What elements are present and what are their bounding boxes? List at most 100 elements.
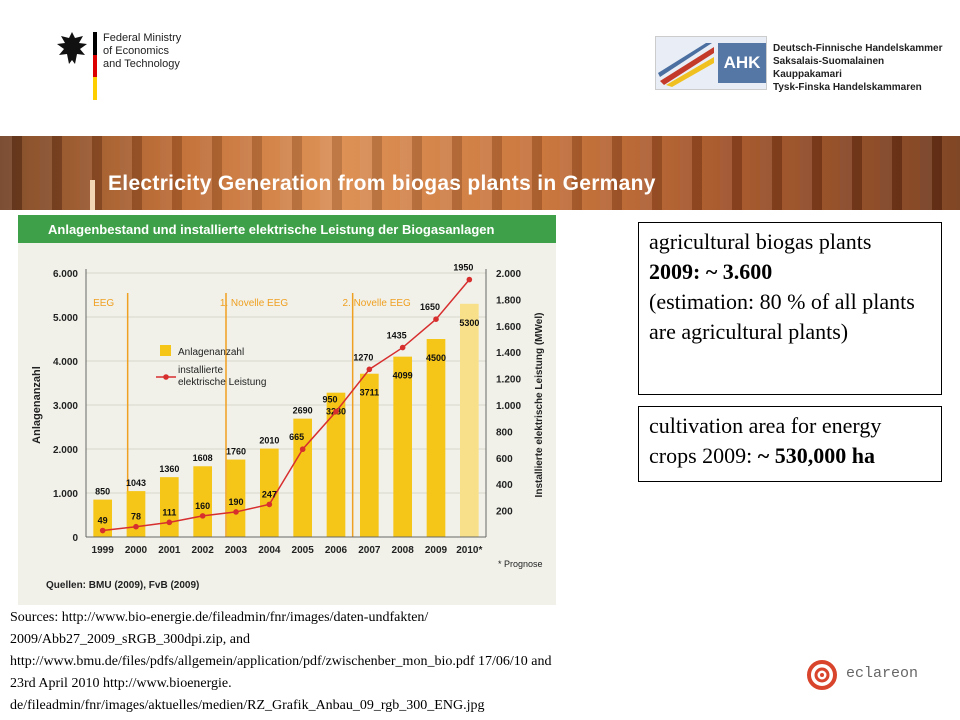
x-tick-label: 2008	[392, 545, 415, 556]
ahk-logo-box: AHK	[655, 36, 767, 90]
line-point	[266, 501, 273, 508]
x-tick-label: 2001	[158, 545, 181, 556]
bar	[226, 459, 246, 537]
bar-label: 2010	[259, 436, 279, 446]
german-flag-stripe	[93, 32, 97, 100]
x-tick-label: 2000	[125, 545, 148, 556]
y-tick-label: 0	[72, 533, 78, 544]
power-line	[102, 279, 470, 532]
bar	[393, 356, 412, 537]
chart-svg: Anlagenbestand und installierte elektris…	[18, 215, 556, 605]
chart-legend: Anlagenanzahl installierte elektrische Lei…	[156, 345, 266, 388]
eclareon-logo: eclareon	[806, 658, 919, 692]
info1-line3: (estimation: 80 % of all plants are agri…	[649, 289, 915, 344]
bar-label: 1360	[159, 464, 179, 474]
info2-text: cultivation area for energy crops 2009:	[649, 413, 882, 468]
line-label: 247	[262, 489, 277, 499]
chart-line: 49 78 111 160 190 247 665 950 1270 1435 1650 1950	[98, 263, 473, 534]
line-point	[366, 366, 373, 373]
chart-bars: 8501043136016081760201026903280371140994…	[93, 303, 479, 537]
x-tick-label: 2009	[425, 545, 448, 556]
banner-accent-bar	[90, 180, 95, 210]
line-label: 49	[98, 516, 108, 526]
bar	[293, 418, 312, 537]
bar	[193, 466, 212, 537]
y-tick-label: 1.000	[53, 489, 78, 500]
ahk-names: Deutsch-Finnische Handelskammer Saksalai…	[773, 43, 943, 93]
line-point	[133, 523, 139, 530]
line-label: 111	[162, 507, 176, 517]
legend-bar-swatch	[160, 345, 171, 356]
line-label: 1650	[420, 302, 440, 312]
y2-tick-label: 2.000	[496, 269, 521, 280]
chart-grid	[86, 272, 486, 494]
bmwi-name: Federal Ministry of Economics and Techno…	[103, 32, 182, 70]
bar-label: 850	[95, 487, 110, 497]
biogas-chart: Anlagenbestand und installierte elektris…	[18, 215, 556, 605]
line-label: 160	[195, 501, 210, 511]
line-label: 950	[322, 395, 337, 405]
info1-line1: agricultural biogas plants	[649, 229, 872, 254]
line-point	[333, 408, 339, 415]
bar-label: 1043	[126, 478, 146, 488]
y2-tick-label: 1.600	[496, 322, 521, 333]
line-point	[233, 509, 239, 515]
y2-tick-label: 600	[496, 454, 513, 465]
x-tick-label: 2010*	[456, 545, 482, 556]
x-tick-label: 2004	[258, 545, 281, 556]
bar-label: 1608	[193, 453, 213, 463]
x-tick-label: 2006	[325, 545, 348, 556]
info-box-cultivation-area: cultivation area for energy crops 2009: …	[638, 406, 942, 482]
eagle-icon	[57, 32, 87, 64]
source-line: http://www.bmu.de/files/pdfs/allgemein/a…	[10, 654, 552, 669]
line-label: 1270	[353, 352, 373, 362]
legend-bar-label: Anlagenanzahl	[178, 347, 244, 358]
y-tick-label: 3.000	[53, 401, 78, 412]
info2-value: ~ 530,000 ha	[757, 443, 875, 468]
y2-tick-label: 1.000	[496, 401, 521, 412]
y2-tick-label: 1.800	[496, 295, 521, 306]
bmwi-logo: Federal Ministry of Economics and Techno…	[55, 30, 205, 102]
bar-label: 4500	[426, 353, 446, 363]
line-label: 190	[228, 497, 243, 507]
chart-axes: 0 1.000 2.000 3.000 4.000 5.000 6.000 200 400 600…	[31, 269, 545, 556]
eclareon-swirl-icon	[807, 660, 837, 690]
x-tick-label: 2005	[292, 545, 315, 556]
ahk-stripes-icon	[658, 43, 714, 87]
legend-line-label-part: installierte	[178, 365, 223, 376]
bar	[460, 303, 479, 537]
line-label: 1435	[387, 331, 407, 341]
source-line: de/fileadmin/fnr/images/aktuelles/medien…	[10, 698, 485, 713]
page-title: Electricity Generation from biogas plant…	[108, 172, 656, 195]
line-point	[433, 316, 439, 322]
legend-line-label: installierte elektrische Leistung	[178, 365, 266, 388]
bar	[326, 392, 346, 537]
legend-line-marker	[163, 374, 169, 380]
y2-tick-label: 200	[496, 507, 513, 518]
y-tick-label: 5.000	[53, 313, 78, 324]
bar	[360, 373, 379, 537]
y2-tick-label: 400	[496, 480, 513, 491]
bar-label: 1760	[226, 447, 246, 457]
x-tick-label: 1999	[92, 545, 115, 556]
chart-footnote: * Prognose	[498, 559, 543, 569]
line-label: 665	[289, 432, 304, 442]
x-tick-label: 2002	[192, 545, 215, 556]
source-line: 23rd April 2010 http://www.bioenergie.	[10, 676, 232, 691]
chart-source: Quellen: BMU (2009), FvB (2009)	[46, 580, 199, 591]
x-tick-label: 2007	[358, 545, 381, 556]
ahk-logo: AHK Deutsch-Finnische Handelskammer Saks…	[655, 36, 945, 93]
title-banner	[0, 136, 960, 210]
y-tick-label: 2.000	[53, 445, 78, 456]
eclareon-text: eclareon	[846, 665, 919, 682]
bar	[426, 339, 446, 537]
info1-line2: 2009: ~ 3.600	[649, 259, 773, 284]
x-tick-label: 2003	[225, 545, 248, 556]
bar	[93, 499, 112, 537]
line-point	[399, 344, 406, 351]
bar	[260, 448, 279, 537]
y-tick-label: 6.000	[53, 269, 78, 280]
line-label: 1950	[453, 263, 473, 273]
chart-header	[18, 215, 556, 243]
y-tick-label: 4.000	[53, 357, 78, 368]
